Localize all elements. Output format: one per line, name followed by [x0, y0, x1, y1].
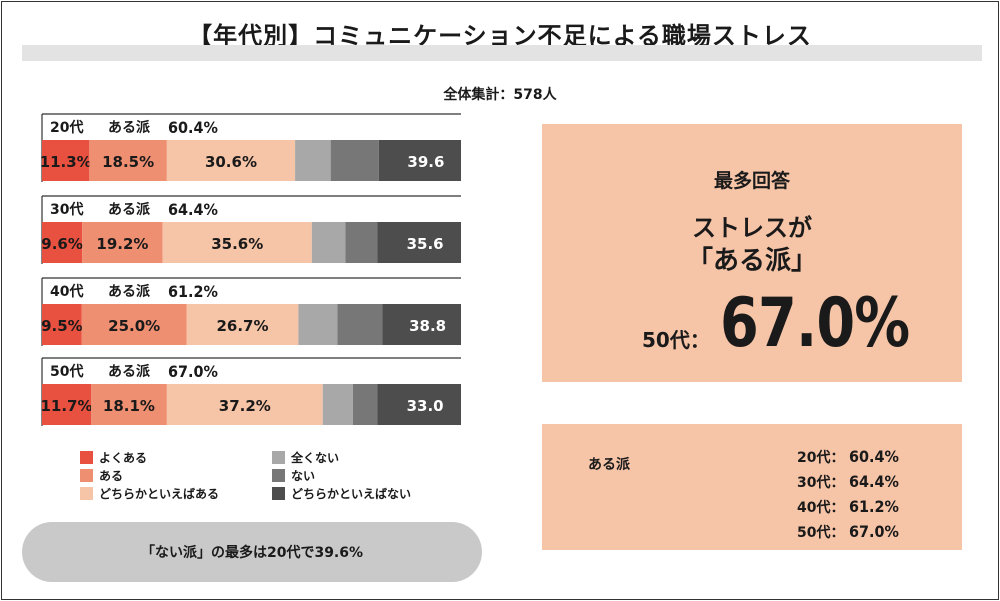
highlight-age-label: 50代：	[642, 328, 710, 352]
legend-label: どちらかといえばある	[99, 486, 220, 501]
bar-segment	[89, 140, 167, 181]
title-underline-band	[22, 45, 982, 61]
highlight-heading: 最多回答	[713, 170, 790, 192]
summary-row: 50代： 67.0%	[797, 519, 899, 544]
highlight-box: 最多回答 ストレスが 「ある派」 50代： 67.0%	[542, 124, 962, 382]
legend-item: 全くない	[272, 448, 411, 466]
row-group-label: ある派	[108, 120, 151, 136]
legend-swatch-never	[272, 450, 285, 464]
bar-segment-label: 30.6%	[205, 153, 257, 171]
summary-label: ある派	[588, 457, 630, 473]
row-group-label: ある派	[108, 284, 151, 300]
highlight-line2: 「ある派」	[686, 246, 817, 276]
summary-age: 40代：	[797, 499, 845, 516]
legend-label: どちらかといえばない	[291, 486, 412, 501]
bar-segment-label: 19.2%	[96, 235, 148, 253]
highlight-line1: ストレスが	[692, 214, 812, 242]
legend-item: どちらかといえばある	[80, 484, 219, 502]
summary-age: 20代：	[797, 449, 845, 466]
bar-segment	[330, 140, 379, 181]
highlight-value: 67.0%	[720, 284, 910, 363]
bar-segment	[337, 304, 383, 345]
legend-right: 全くない ない どちらかといえばない	[272, 448, 411, 502]
bar-segment	[382, 304, 461, 345]
legend-item: ない	[272, 466, 411, 484]
legend-swatch-somewhat-yes	[80, 486, 93, 500]
summary-age: 30代：	[797, 474, 845, 491]
bar-segment	[166, 384, 323, 425]
bar-segment	[166, 140, 296, 181]
bar-no-group-total: 38.8	[409, 317, 446, 335]
bar-segment-label: 18.1%	[103, 397, 155, 415]
row-age-label: 40代	[50, 283, 83, 300]
bar-segment	[352, 384, 378, 425]
bar-segment	[81, 304, 187, 345]
bar-segment	[162, 222, 312, 263]
bar-no-group-total: 39.6	[407, 153, 444, 171]
summary-age: 50代：	[797, 524, 845, 541]
bar-segment	[91, 384, 167, 425]
bar-segment	[42, 222, 83, 263]
bar-segment	[42, 304, 82, 345]
summary-value: 67.0%	[849, 522, 899, 541]
bar-no-group-total: 33.0	[407, 397, 444, 415]
summary-row: 20代： 60.4%	[797, 444, 899, 469]
row-age-label: 20代	[50, 119, 83, 136]
bar-segment	[322, 384, 353, 425]
summary-value: 61.2%	[849, 497, 899, 516]
row-age-label: 30代	[50, 201, 83, 218]
legend-swatch-yes	[80, 468, 93, 482]
bar-segment-label: 11.7%	[40, 397, 92, 415]
bar-segment	[82, 222, 163, 263]
summary-row: 30代： 64.4%	[797, 469, 899, 494]
legend-item: ある	[80, 466, 219, 484]
no-group-callout: 「ない派」の最多は20代で39.6%	[22, 522, 482, 582]
bar-segment	[298, 304, 338, 345]
bar-segment-label: 37.2%	[219, 397, 271, 415]
row-group-total: 61.2%	[168, 282, 218, 301]
legend-swatch-no	[272, 468, 285, 482]
row-group-total: 67.0%	[168, 362, 218, 381]
bar-segment	[377, 384, 461, 425]
bar-segment-label: 11.3%	[40, 153, 92, 171]
legend-item: どちらかといえばない	[272, 484, 411, 502]
summary-value: 64.4%	[849, 472, 899, 491]
bar-segment	[295, 140, 331, 181]
summary-value: 60.4%	[849, 447, 899, 466]
summary-rows: 20代： 60.4% 30代： 64.4% 40代： 61.2% 50代： 67.0%	[797, 444, 899, 544]
summary-box: ある派 20代： 60.4% 30代： 64.4% 40代： 61.2% 50代： 67…	[542, 424, 962, 550]
bar-segment-label: 26.7%	[216, 317, 268, 335]
legend-left: よくある ある どちらかといえばある	[80, 448, 219, 502]
legend-swatch-often	[80, 450, 93, 464]
total-respondents: 全体集計：578人	[443, 87, 557, 103]
bar-segment	[378, 140, 461, 181]
row-age-label: 50代	[50, 363, 83, 380]
bar-segment	[186, 304, 299, 345]
row-group-label: ある派	[108, 364, 151, 380]
bar-segment	[345, 222, 378, 263]
row-group-total: 64.4%	[168, 200, 218, 219]
legend-label: 全くない	[291, 450, 340, 465]
bar-segment-label: 18.5%	[102, 153, 154, 171]
bar-segment-label: 9.5%	[41, 317, 83, 335]
summary-row: 40代： 61.2%	[797, 494, 899, 519]
bar-segment	[42, 140, 90, 181]
bar-segment-label: 25.0%	[108, 317, 160, 335]
legend-label: ある	[99, 468, 124, 483]
row-group-label: ある派	[108, 202, 151, 218]
legend-label: よくある	[99, 450, 148, 465]
legend-swatch-somewhat-no	[272, 486, 285, 500]
bar-segment-label: 9.6%	[41, 235, 83, 253]
bar-segment	[311, 222, 346, 263]
row-group-total: 60.4%	[168, 118, 218, 137]
bar-segment-label: 35.6%	[211, 235, 263, 253]
legend-label: ない	[291, 468, 316, 483]
legend-item: よくある	[80, 448, 219, 466]
bar-segment	[42, 384, 92, 425]
bar-segment	[377, 222, 461, 263]
bar-no-group-total: 35.6	[407, 235, 444, 253]
